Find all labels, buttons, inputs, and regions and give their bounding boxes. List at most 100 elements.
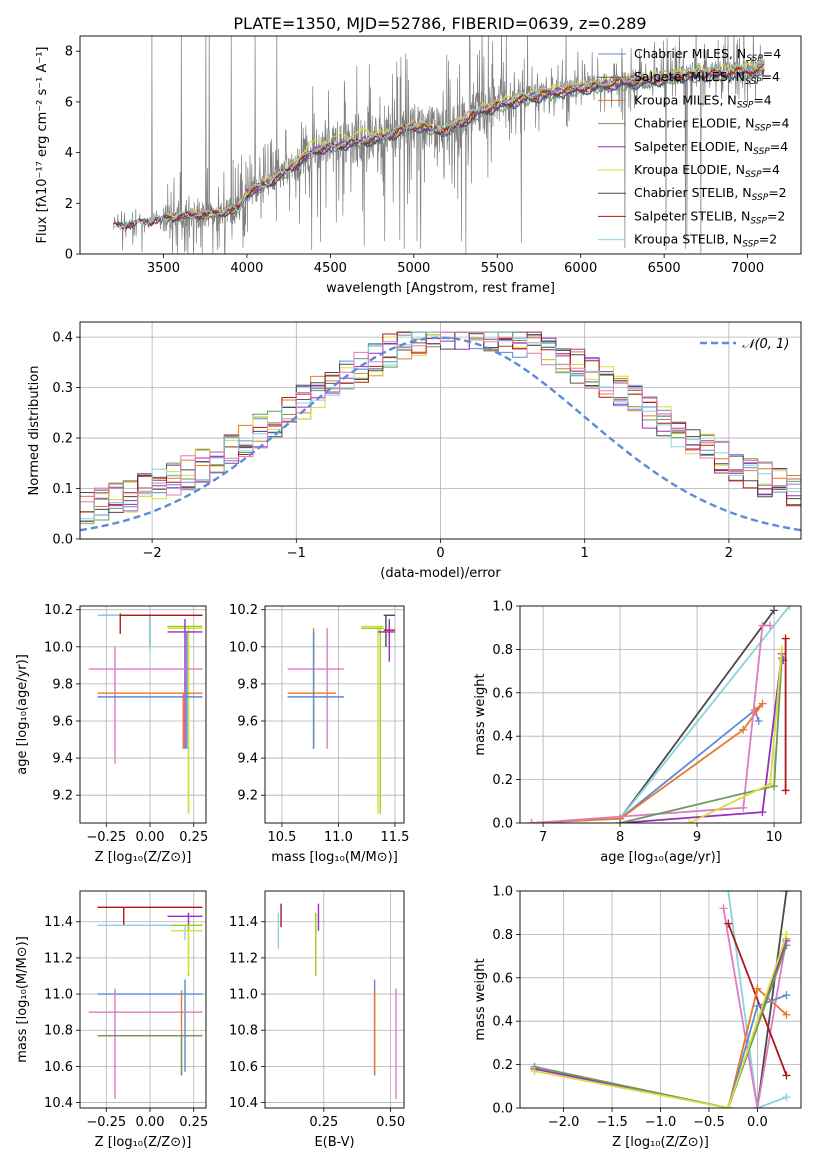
axes-frame (519, 890, 802, 1109)
plot-area (112, 36, 765, 254)
panel-mass_vs_ebv: 0.25 0.50 10.4 10.6 10.8 11.0 11.2 11.4 E(B-V) (229, 890, 405, 1150)
tick-label-x: −0.5 (693, 1115, 725, 1130)
tick-label-x: 3500 (147, 261, 180, 276)
weight-marker (781, 786, 790, 795)
y-axis-label: mass weight (473, 673, 488, 755)
tick-label-x: 9 (693, 830, 701, 845)
legend-entry: Chabrier STELIB, NSSP=2 (634, 185, 787, 203)
weight-marker (685, 819, 694, 823)
tick-label-x: −1.5 (596, 1115, 628, 1130)
x-axis-label: Z [log₁₀(Z/Z⊙)] (612, 1135, 709, 1150)
plot-area (527, 606, 794, 823)
tick-label-x: 0.25 (179, 830, 208, 845)
weight-marker (753, 1104, 762, 1108)
y-axis-label: Normed distribution (27, 366, 42, 496)
tick-label-y: 0.0 (492, 1102, 513, 1117)
x-axis-label: Z [log₁₀(Z/Z⊙)] (95, 1135, 192, 1150)
tick-label-y: 10.6 (44, 1060, 73, 1075)
tick-label-x: 11.5 (380, 830, 409, 845)
tick-label-x: 6500 (648, 261, 681, 276)
tick-label-y: 0.4 (52, 331, 73, 346)
tick-label-y: 9.4 (52, 752, 73, 767)
tick-label-x: 0.25 (309, 1115, 338, 1130)
error-bar-point (287, 628, 345, 749)
weight-marker (739, 725, 748, 734)
tick-label-x: 0 (436, 546, 444, 561)
axes-frame (264, 605, 405, 824)
weight-marker (781, 634, 790, 643)
plot-area (88, 613, 203, 814)
tick-label-y: 11.4 (44, 915, 73, 930)
tick-label-y: 9.4 (237, 752, 258, 767)
tick-label-x: 5000 (397, 261, 430, 276)
tick-label-y: 1.0 (492, 885, 513, 900)
tick-label-x: 7000 (731, 261, 764, 276)
tick-label-x: −0.25 (86, 830, 126, 845)
plot-area (287, 614, 395, 814)
tick-label-y: 2 (65, 197, 73, 212)
legend-entry: Kroupa STELIB, NSSP=2 (634, 232, 777, 250)
tick-label-x: 4500 (314, 261, 347, 276)
weight-marker (739, 803, 748, 812)
tick-label-y: 0 (65, 248, 73, 263)
tick-label-x: 0.0 (747, 1115, 768, 1130)
model-spectrum-line (112, 60, 765, 231)
tick-label-y: 10.4 (229, 1096, 258, 1111)
legend-entry: Kroupa MILES, NSSP=4 (634, 92, 772, 110)
tick-label-x: −1.0 (645, 1115, 677, 1130)
plot-area (88, 906, 203, 1099)
legend: Chabrier MILES, NSSP=4 Salpeter MILES, NS… (598, 46, 789, 250)
tick-label-x: −2 (143, 546, 162, 561)
weight-line (619, 708, 760, 820)
weight-line (722, 908, 788, 1108)
legend-entry: 𝒩(0, 1) (742, 337, 789, 352)
weight-marker (782, 1093, 791, 1102)
figure-title: PLATE=1350, MJD=52786, FIBERID=0639, z=0… (233, 14, 646, 33)
axes-frame (79, 35, 802, 255)
weight-line (727, 891, 787, 1108)
weight-marker (527, 819, 536, 823)
tick-label-y: 4 (65, 146, 73, 161)
tick-label-y: 0.2 (52, 432, 73, 447)
tick-label-y: 11.0 (44, 988, 73, 1003)
y-axis-label: Flux [fλ10⁻¹⁷ erg cm⁻² s⁻¹ A⁻¹] (35, 47, 50, 244)
tick-label-y: 11.2 (44, 951, 73, 966)
tick-label-y: 10.2 (44, 603, 73, 618)
error-bar-point (361, 625, 384, 814)
tick-label-y: 0.6 (492, 686, 513, 701)
error-bar-point (171, 930, 203, 973)
tick-label-y: 10.8 (44, 1024, 73, 1039)
tick-label-y: 0.1 (52, 482, 73, 497)
axes-frame (79, 890, 207, 1109)
tick-label-x: 0.25 (179, 1115, 208, 1130)
tick-label-x: 0.00 (136, 1115, 165, 1130)
legend-entry: Chabrier ELODIE, NSSP=4 (634, 116, 789, 134)
tick-label-y: 0.4 (492, 730, 513, 745)
tick-label-x: 8 (616, 830, 624, 845)
weight-marker (750, 706, 759, 715)
tick-label-y: 0.0 (492, 817, 513, 832)
error-bar-point (361, 627, 384, 814)
tick-label-y: 10.4 (44, 1096, 73, 1111)
tick-label-y: 0.3 (52, 381, 73, 396)
tick-label-y: 0.4 (492, 1015, 513, 1030)
model-spectrum-line (113, 63, 765, 230)
error-bar-point (97, 1034, 203, 1076)
tick-label-y: 0.6 (492, 971, 513, 986)
tick-label-y: 9.8 (237, 677, 258, 692)
tick-label-y: 0.8 (492, 928, 513, 943)
error-bar-point (378, 618, 395, 662)
histogram-step (80, 331, 801, 513)
x-axis-label: mass [log₁₀(M/M⊙)] (271, 850, 398, 865)
y-axis-label: age [log₁₀(age/yr)] (15, 654, 30, 775)
tick-label-y: 10.0 (229, 640, 258, 655)
tick-label-y: 0.2 (492, 773, 513, 788)
x-axis-label: Z [log₁₀(Z/Z⊙)] (95, 850, 192, 865)
weight-marker (770, 606, 779, 615)
tick-label-x: 4000 (230, 261, 263, 276)
weight-marker (724, 919, 733, 928)
y-axis-label: mass weight (473, 958, 488, 1040)
weight-marker (753, 1002, 762, 1011)
tick-label-y: 11.4 (229, 915, 258, 930)
